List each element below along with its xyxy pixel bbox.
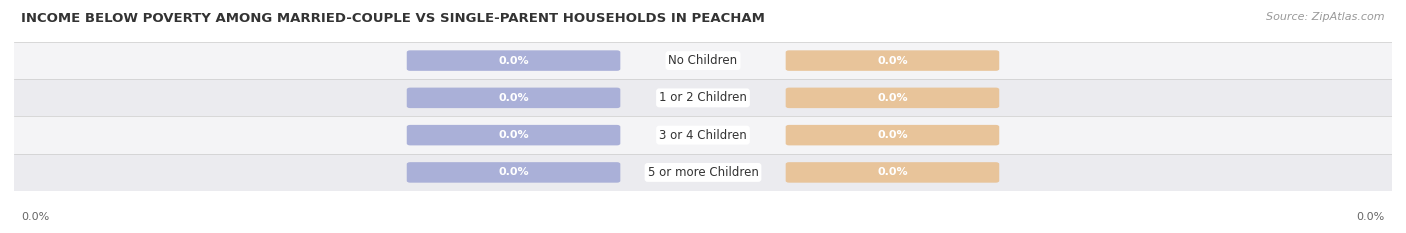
Text: 0.0%: 0.0% [21,212,49,222]
FancyBboxPatch shape [406,162,620,183]
Text: INCOME BELOW POVERTY AMONG MARRIED-COUPLE VS SINGLE-PARENT HOUSEHOLDS IN PEACHAM: INCOME BELOW POVERTY AMONG MARRIED-COUPL… [21,12,765,25]
Text: 0.0%: 0.0% [877,56,908,65]
Text: 0.0%: 0.0% [498,56,529,65]
Text: 0.0%: 0.0% [877,130,908,140]
FancyBboxPatch shape [406,88,620,108]
Text: 0.0%: 0.0% [877,168,908,177]
Bar [14,42,1392,79]
Text: Source: ZipAtlas.com: Source: ZipAtlas.com [1267,12,1385,22]
FancyBboxPatch shape [786,88,1000,108]
FancyBboxPatch shape [786,125,1000,145]
Text: 0.0%: 0.0% [498,168,529,177]
Text: No Children: No Children [668,54,738,67]
FancyBboxPatch shape [786,50,1000,71]
Text: 0.0%: 0.0% [498,93,529,103]
Text: 0.0%: 0.0% [877,93,908,103]
Text: 5 or more Children: 5 or more Children [648,166,758,179]
FancyBboxPatch shape [406,50,620,71]
Bar [14,154,1392,191]
Text: 3 or 4 Children: 3 or 4 Children [659,129,747,142]
FancyBboxPatch shape [406,125,620,145]
Bar [14,116,1392,154]
Text: 1 or 2 Children: 1 or 2 Children [659,91,747,104]
Bar [14,79,1392,116]
FancyBboxPatch shape [786,162,1000,183]
Text: 0.0%: 0.0% [498,130,529,140]
Text: 0.0%: 0.0% [1357,212,1385,222]
